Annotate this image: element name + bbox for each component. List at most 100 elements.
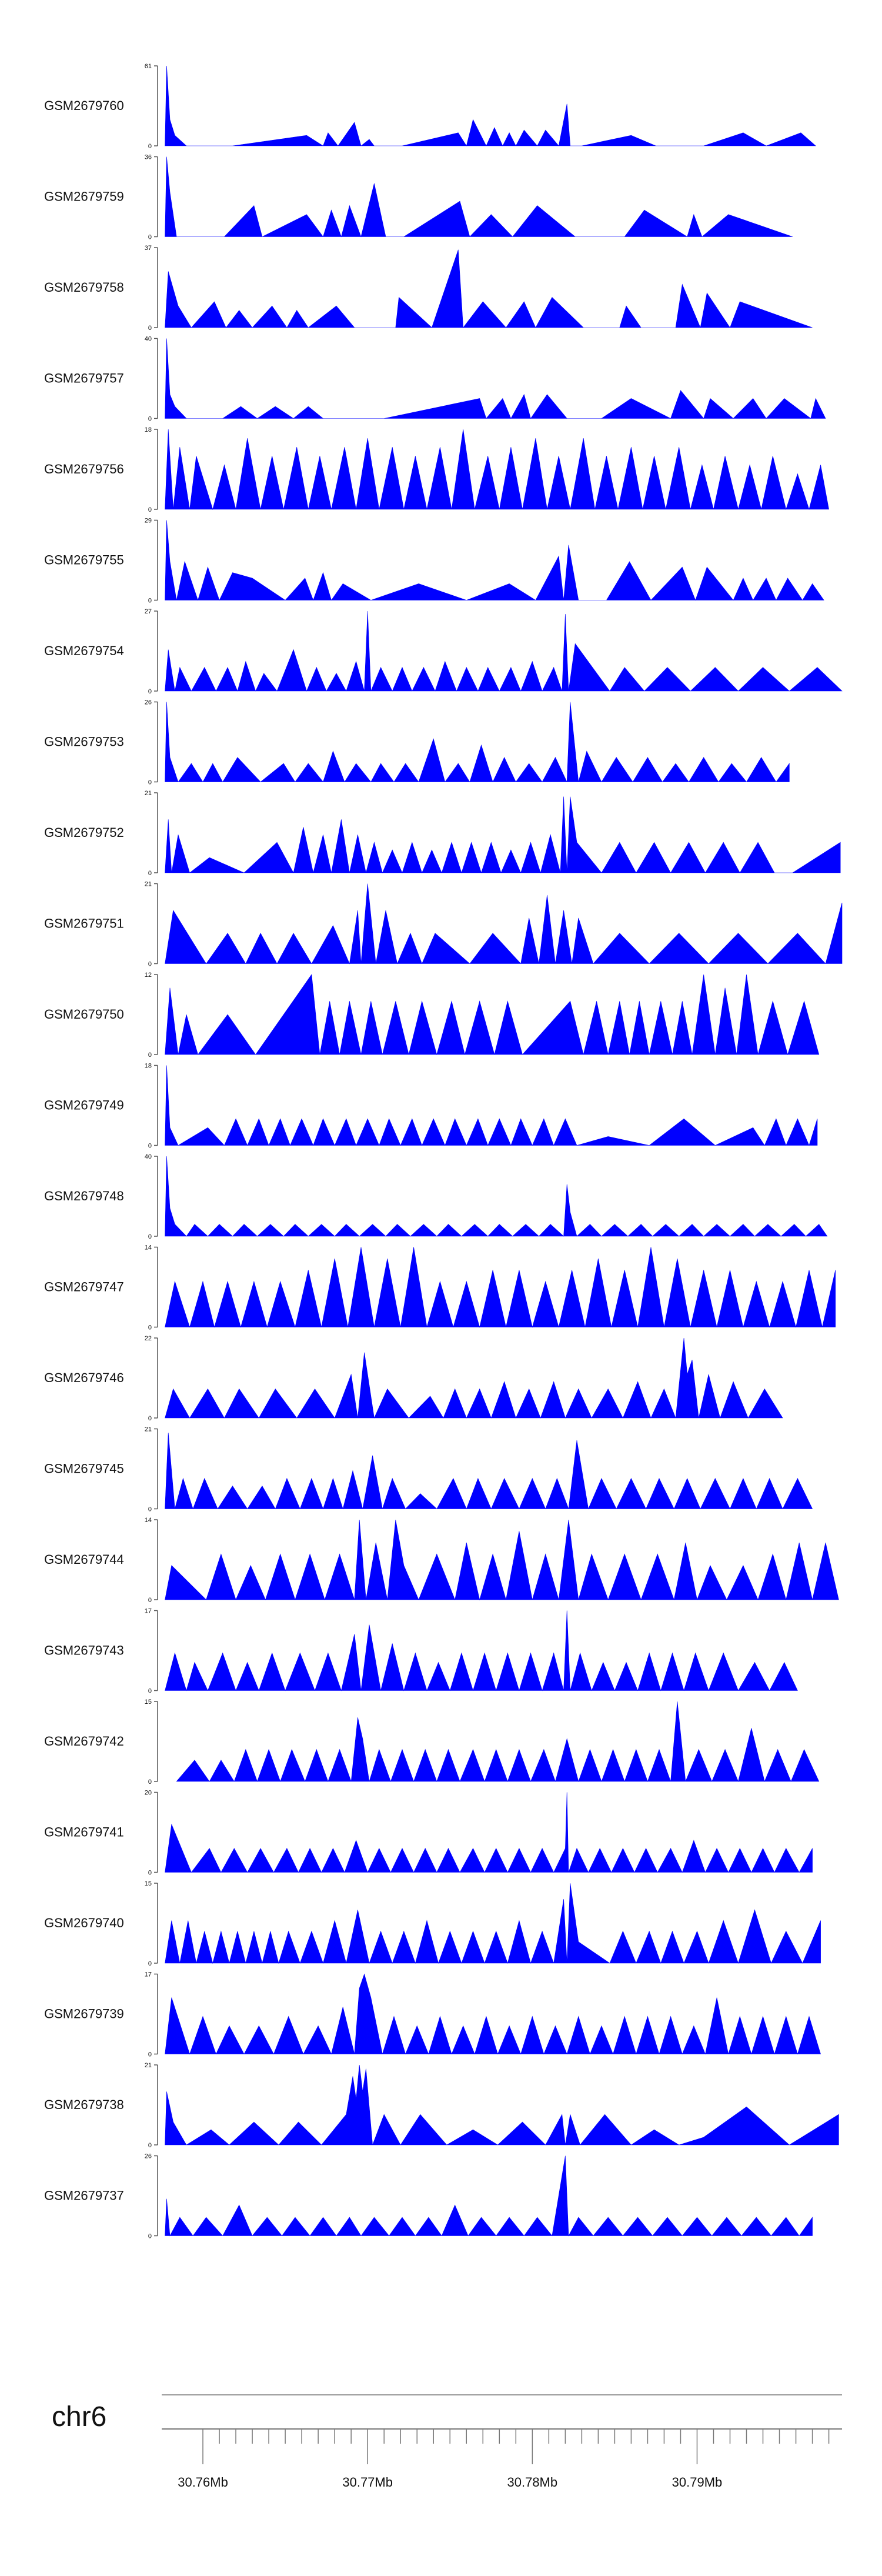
coverage-area bbox=[165, 1432, 813, 1510]
track: GSM2679743 17 0 bbox=[44, 1608, 798, 1695]
track: GSM2679737 26 0 bbox=[44, 2153, 813, 2240]
coverage-area bbox=[165, 1973, 821, 2055]
genome-axis: chr6 30.76Mb 30.77Mb 30.78Mb 30.79Mb bbox=[52, 2394, 842, 2490]
track: GSM2679748 40 0 bbox=[44, 1153, 828, 1240]
coverage-area bbox=[165, 1883, 821, 1964]
y-min-label: 0 bbox=[148, 1778, 152, 1786]
y-min-label: 0 bbox=[148, 870, 152, 877]
coverage-area bbox=[165, 1156, 828, 1237]
y-max-label: 29 bbox=[145, 518, 152, 525]
track-label: GSM2679750 bbox=[44, 1007, 124, 1022]
y-max-label: 40 bbox=[145, 1153, 152, 1160]
coverage-area bbox=[165, 338, 826, 419]
coverage-area bbox=[165, 796, 841, 874]
coverage-area bbox=[165, 883, 843, 965]
y-min-label: 0 bbox=[148, 416, 152, 423]
y-max-label: 40 bbox=[145, 336, 152, 343]
y-min-label: 0 bbox=[148, 325, 152, 332]
track-label: GSM2679739 bbox=[44, 2007, 124, 2021]
track: GSM2679754 27 0 bbox=[44, 608, 843, 695]
track: GSM2679753 26 0 bbox=[44, 699, 790, 786]
track-label: GSM2679756 bbox=[44, 462, 124, 476]
coverage-area bbox=[165, 156, 793, 238]
track-label: GSM2679751 bbox=[44, 916, 124, 931]
y-max-label: 12 bbox=[145, 972, 152, 979]
track-label: GSM2679754 bbox=[44, 643, 124, 658]
y-min-label: 0 bbox=[148, 2233, 152, 2240]
coverage-tracks: GSM2679760610GSM2679759360GSM2679758370G… bbox=[44, 63, 843, 2240]
track: GSM2679758 37 0 bbox=[44, 245, 813, 332]
y-min-label: 0 bbox=[148, 1143, 152, 1150]
track: GSM2679741 20 0 bbox=[44, 1790, 813, 1877]
y-max-label: 37 bbox=[145, 245, 152, 252]
y-min-label: 0 bbox=[148, 1415, 152, 1422]
track-label: GSM2679752 bbox=[44, 825, 124, 840]
coverage-area bbox=[165, 1792, 813, 1873]
y-min-label: 0 bbox=[148, 143, 152, 150]
y-max-label: 14 bbox=[145, 1244, 152, 1252]
chromosome-label: chr6 bbox=[52, 2401, 106, 2432]
y-max-label: 21 bbox=[145, 1426, 152, 1433]
y-max-label: 26 bbox=[145, 2153, 152, 2160]
track-label: GSM2679757 bbox=[44, 371, 124, 386]
y-max-label: 21 bbox=[145, 881, 152, 888]
y-min-label: 0 bbox=[148, 234, 152, 241]
track-label: GSM2679747 bbox=[44, 1280, 124, 1294]
coverage-area bbox=[176, 1701, 820, 1782]
track: GSM2679747 14 0 bbox=[44, 1244, 836, 1332]
track-label: GSM2679748 bbox=[44, 1189, 124, 1203]
y-min-label: 0 bbox=[148, 506, 152, 513]
y-min-label: 0 bbox=[148, 1960, 152, 1967]
track-label: GSM2679760 bbox=[44, 98, 124, 113]
track-label: GSM2679738 bbox=[44, 2097, 124, 2112]
y-min-label: 0 bbox=[148, 1597, 152, 1604]
y-max-label: 26 bbox=[145, 699, 152, 706]
coverage-area bbox=[165, 2155, 813, 2237]
y-max-label: 21 bbox=[145, 790, 152, 797]
y-max-label: 27 bbox=[145, 608, 152, 615]
y-min-label: 0 bbox=[148, 779, 152, 786]
x-tick-label: 30.78Mb bbox=[507, 2475, 558, 2490]
coverage-area bbox=[165, 65, 816, 146]
y-max-label: 21 bbox=[145, 2062, 152, 2069]
y-max-label: 22 bbox=[145, 1335, 152, 1342]
track-label: GSM2679746 bbox=[44, 1370, 124, 1385]
track: GSM2679760 61 0 bbox=[44, 63, 816, 150]
coverage-area bbox=[165, 1519, 839, 1601]
coverage-area bbox=[165, 520, 824, 601]
coverage-area bbox=[165, 610, 843, 692]
track-label: GSM2679759 bbox=[44, 189, 124, 204]
track: GSM2679738 21 0 bbox=[44, 2062, 839, 2149]
track: GSM2679749 18 0 bbox=[44, 1063, 818, 1150]
track-label: GSM2679737 bbox=[44, 2188, 124, 2203]
y-max-label: 36 bbox=[145, 154, 152, 161]
y-min-label: 0 bbox=[148, 961, 152, 968]
track: GSM2679739 17 0 bbox=[44, 1971, 821, 2058]
track-label: GSM2679744 bbox=[44, 1552, 124, 1567]
track: GSM2679750 12 0 bbox=[44, 972, 820, 1059]
coverage-area bbox=[165, 1247, 836, 1328]
coverage-area bbox=[165, 249, 813, 329]
coverage-area bbox=[165, 429, 829, 510]
y-min-label: 0 bbox=[148, 2051, 152, 2058]
coverage-area bbox=[165, 2064, 839, 2145]
track: GSM2679756 18 0 bbox=[44, 426, 829, 513]
track-label: GSM2679741 bbox=[44, 1825, 124, 1840]
y-max-label: 17 bbox=[145, 1608, 152, 1615]
y-min-label: 0 bbox=[148, 1324, 152, 1332]
track-label: GSM2679753 bbox=[44, 735, 124, 749]
axis-ticks: 30.76Mb 30.77Mb 30.78Mb 30.79Mb bbox=[178, 2429, 830, 2490]
x-tick-label: 30.79Mb bbox=[672, 2475, 723, 2490]
y-min-label: 0 bbox=[148, 688, 152, 695]
y-min-label: 0 bbox=[148, 1052, 152, 1059]
track: GSM2679744 14 0 bbox=[44, 1517, 839, 1604]
coverage-area bbox=[165, 702, 790, 783]
track: GSM2679755 29 0 bbox=[44, 518, 824, 605]
y-min-label: 0 bbox=[148, 598, 152, 605]
track: GSM2679757 40 0 bbox=[44, 336, 826, 423]
y-max-label: 18 bbox=[145, 426, 152, 433]
x-tick-label: 30.76Mb bbox=[178, 2475, 228, 2490]
y-max-label: 14 bbox=[145, 1517, 152, 1524]
y-min-label: 0 bbox=[148, 1688, 152, 1695]
